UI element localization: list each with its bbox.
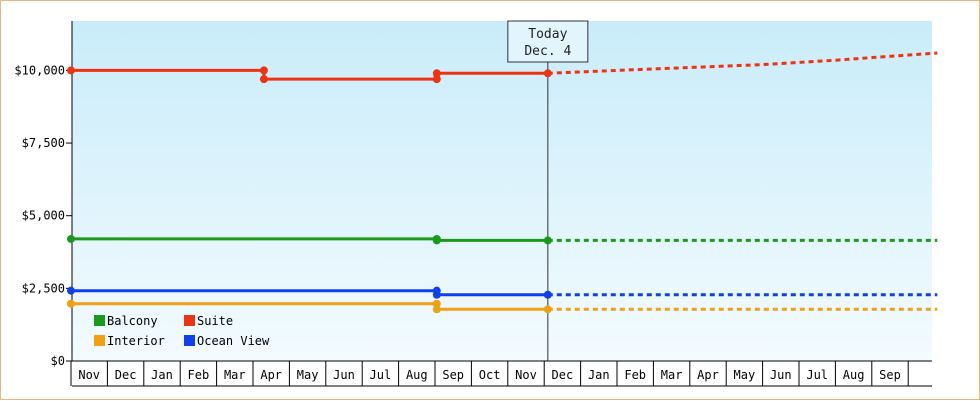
x-tick-label: Aug bbox=[843, 368, 865, 382]
x-tick-label: Apr bbox=[697, 368, 719, 382]
x-tick-label: Jan bbox=[151, 368, 173, 382]
legend-label: Ocean View bbox=[197, 334, 270, 348]
x-tick-label: Nov bbox=[515, 368, 537, 382]
legend-label: Balcony bbox=[107, 314, 158, 328]
x-tick-label: Dec bbox=[552, 368, 574, 382]
y-tick-label: $10,000 bbox=[14, 63, 65, 77]
data-point bbox=[259, 66, 268, 75]
today-label-box bbox=[507, 20, 589, 63]
data-point bbox=[67, 286, 75, 295]
x-tick-label: Apr bbox=[260, 368, 282, 382]
data-point bbox=[543, 305, 552, 314]
legend-swatch bbox=[94, 315, 105, 326]
y-tick-label: $7,500 bbox=[22, 136, 65, 150]
data-point bbox=[543, 290, 552, 299]
x-tick-label: Feb bbox=[188, 368, 210, 382]
x-axis: Nov Dec Jan Feb Mar Apr May Jun Jul Aug Sep Oct Nov D… bbox=[70, 360, 932, 387]
legend-swatch bbox=[184, 335, 195, 346]
x-tick-label: May bbox=[734, 368, 756, 382]
today-marker: Today Dec. 4 bbox=[507, 20, 589, 361]
data-point bbox=[67, 299, 75, 308]
legend-swatch bbox=[94, 335, 105, 346]
y-tick-label: $0 bbox=[51, 354, 65, 368]
x-tick-label: Mar bbox=[661, 368, 683, 382]
data-point bbox=[432, 305, 441, 314]
x-tick-label: May bbox=[297, 368, 319, 382]
legend: Balcony Suite Interior Ocean View bbox=[94, 314, 270, 348]
legend-label: Interior bbox=[107, 334, 165, 348]
x-tick-label: Sep bbox=[879, 368, 901, 382]
today-label: Today bbox=[528, 27, 567, 42]
y-axis: $0 $2,500 $5,000 $7,500 $10,000 bbox=[14, 21, 73, 368]
data-point bbox=[432, 236, 441, 245]
data-point bbox=[67, 66, 75, 75]
legend-label: Suite bbox=[197, 314, 233, 328]
series-line bbox=[71, 237, 548, 242]
data-point bbox=[432, 290, 441, 299]
x-tick-label: Jan bbox=[588, 368, 610, 382]
x-tick-label: Nov bbox=[78, 368, 100, 382]
legend-swatch bbox=[184, 315, 195, 326]
data-point bbox=[432, 69, 441, 78]
series-layer bbox=[67, 51, 938, 314]
x-tick-label: Feb bbox=[624, 368, 646, 382]
series-forecast-line bbox=[547, 51, 938, 75]
x-tick-label: Jul bbox=[370, 368, 392, 382]
y-tick-label: $5,000 bbox=[22, 209, 65, 223]
x-tick-label: Mar bbox=[224, 368, 246, 382]
series-line bbox=[71, 68, 548, 81]
x-tick-label: Oct bbox=[479, 368, 501, 382]
data-point bbox=[259, 75, 268, 84]
y-tick-label: $2,500 bbox=[22, 281, 65, 295]
x-tick-label: Jun bbox=[770, 368, 792, 382]
data-point bbox=[543, 69, 552, 78]
data-point bbox=[67, 234, 75, 243]
today-date: Dec. 4 bbox=[524, 44, 571, 59]
x-tick-label: Jun bbox=[333, 368, 355, 382]
x-tick-label: Sep bbox=[442, 368, 464, 382]
x-tick-label: Dec bbox=[115, 368, 137, 382]
data-point bbox=[543, 236, 552, 245]
data-point bbox=[432, 299, 441, 308]
x-tick-label: Aug bbox=[406, 368, 428, 382]
x-tick-label: Jul bbox=[806, 368, 828, 382]
data-point bbox=[432, 75, 441, 84]
